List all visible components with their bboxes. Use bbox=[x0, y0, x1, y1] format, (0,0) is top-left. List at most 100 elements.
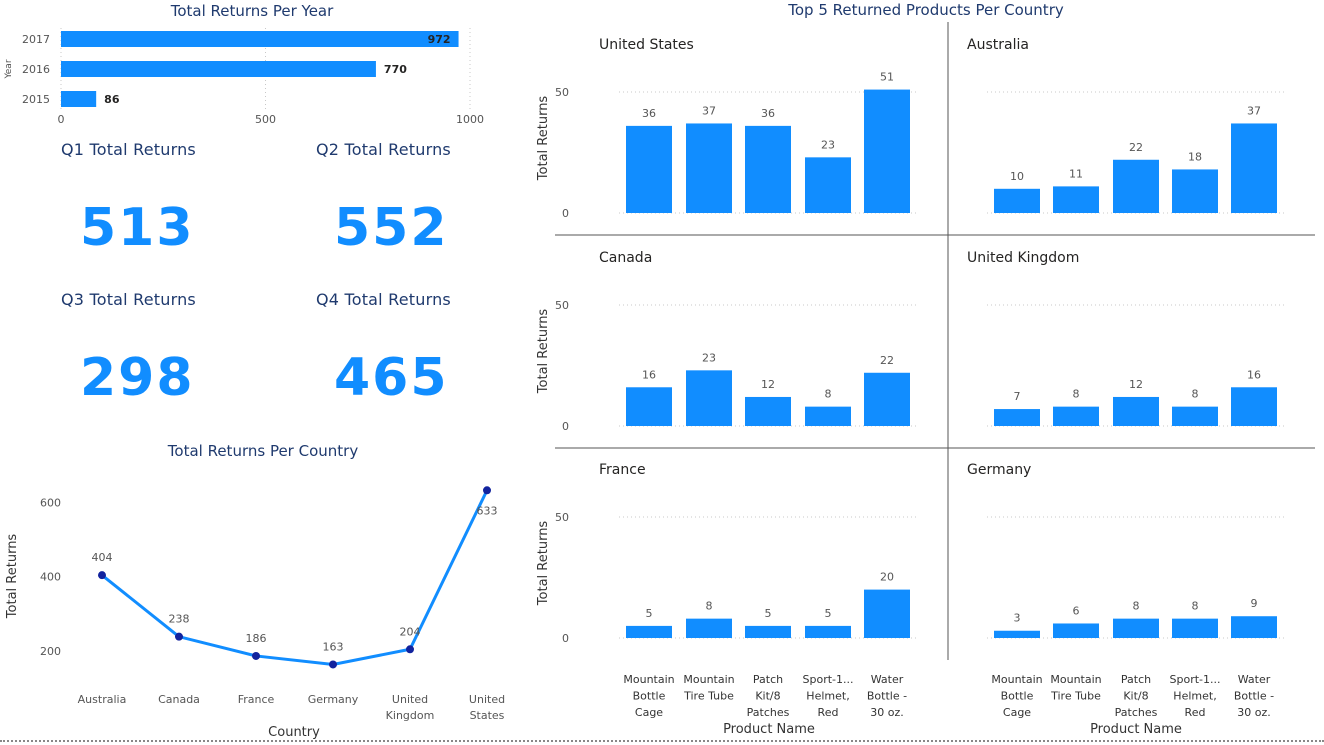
top-products-per-country-chart: Top 5 Returned Products Per Country Unite… bbox=[536, 1, 1315, 737]
kpi-q4-value: 465 bbox=[334, 348, 449, 408]
data-label: 8 bbox=[706, 600, 713, 613]
bar bbox=[1053, 186, 1099, 213]
data-point bbox=[175, 632, 183, 641]
bar bbox=[1231, 387, 1277, 426]
chart-title: Total Returns Per Country bbox=[167, 442, 359, 460]
data-label: 163 bbox=[323, 640, 344, 653]
bar bbox=[626, 625, 672, 638]
y-axis-label: Total Returns bbox=[536, 521, 551, 607]
data-label: 11 bbox=[1069, 167, 1083, 180]
data-label: 23 bbox=[702, 351, 716, 364]
data-label: 16 bbox=[1247, 368, 1261, 381]
x-tick-label: 30 oz. bbox=[1237, 706, 1271, 719]
data-label: 5 bbox=[646, 607, 653, 620]
y-tick-label: 0 bbox=[562, 420, 569, 433]
panel-title: United States bbox=[599, 37, 694, 53]
data-point bbox=[329, 660, 337, 669]
panel-title: Australia bbox=[967, 37, 1029, 53]
bar bbox=[994, 409, 1040, 426]
panel-title: Canada bbox=[599, 250, 652, 266]
bar bbox=[61, 31, 459, 47]
y-tick-label: 200 bbox=[40, 645, 61, 658]
y-axis-label: Total Returns bbox=[536, 96, 551, 182]
bar bbox=[686, 123, 732, 213]
x-tick-label: Mountain bbox=[683, 673, 734, 686]
data-label: 186 bbox=[246, 632, 267, 645]
y-axis-label: Total Returns bbox=[536, 309, 551, 395]
data-label: 37 bbox=[702, 104, 716, 117]
kpi-q2-label: Q2 Total Returns bbox=[316, 140, 451, 159]
y-tick-label: 0 bbox=[562, 207, 569, 220]
x-tick-label: Tire Tube bbox=[683, 690, 734, 703]
x-tick-label: Water bbox=[1238, 673, 1271, 686]
kpi-q1-label: Q1 Total Returns bbox=[61, 140, 196, 159]
data-label: 36 bbox=[642, 107, 656, 120]
bar bbox=[1113, 159, 1159, 213]
kpi-q3-value: 298 bbox=[80, 348, 195, 408]
data-label: 18 bbox=[1188, 150, 1202, 163]
x-tick-label: Red bbox=[818, 706, 839, 719]
data-label: 633 bbox=[477, 504, 498, 517]
x-tick-label: Patch bbox=[753, 673, 783, 686]
x-axis-label: Product Name bbox=[723, 722, 815, 737]
bar bbox=[745, 396, 791, 426]
bar bbox=[805, 157, 851, 213]
bar bbox=[1113, 618, 1159, 638]
x-tick-label: 30 oz. bbox=[870, 706, 904, 719]
bar bbox=[1053, 406, 1099, 426]
x-tick-label: Kit/8 bbox=[1123, 690, 1148, 703]
chart-title: Total Returns Per Year bbox=[170, 2, 334, 20]
panel-title: France bbox=[599, 462, 646, 478]
data-label: 8 bbox=[1192, 388, 1199, 401]
data-point bbox=[406, 645, 414, 654]
y-tick-label: 50 bbox=[555, 86, 569, 99]
kpi-q2-value: 552 bbox=[334, 198, 449, 258]
data-point bbox=[252, 651, 260, 660]
x-tick-label: Bottle - bbox=[1234, 690, 1274, 703]
data-label: 770 bbox=[384, 63, 407, 76]
x-tick-label: Helmet, bbox=[806, 690, 849, 703]
data-label: 10 bbox=[1010, 170, 1024, 183]
x-tick-label: Kingdom bbox=[386, 709, 435, 722]
bar bbox=[1172, 169, 1218, 213]
x-tick-label: Mountain bbox=[991, 673, 1042, 686]
data-label: 3 bbox=[1014, 612, 1021, 625]
x-tick-label: Bottle bbox=[633, 690, 666, 703]
data-label: 22 bbox=[880, 354, 894, 367]
y-tick-label: 0 bbox=[562, 632, 569, 645]
data-label: 972 bbox=[428, 33, 451, 46]
bottom-border bbox=[0, 740, 1324, 742]
chart-title: Top 5 Returned Products Per Country bbox=[787, 1, 1064, 19]
bar bbox=[1231, 123, 1277, 213]
data-label: 12 bbox=[761, 378, 775, 391]
bar bbox=[1053, 623, 1099, 638]
data-label: 86 bbox=[104, 93, 120, 106]
series-line bbox=[101, 489, 489, 666]
data-label: 8 bbox=[1133, 600, 1140, 613]
x-tick-label: Patches bbox=[747, 706, 790, 719]
data-label: 8 bbox=[1073, 388, 1080, 401]
x-tick-label: States bbox=[470, 709, 505, 722]
data-label: 16 bbox=[642, 368, 656, 381]
y-axis-label: Year bbox=[4, 59, 14, 79]
y-axis-label: Total Returns bbox=[5, 534, 20, 620]
bar bbox=[994, 188, 1040, 213]
bar bbox=[1172, 618, 1218, 638]
bar bbox=[1231, 616, 1277, 638]
bar bbox=[686, 370, 732, 426]
y-tick-label: 600 bbox=[40, 497, 61, 510]
bar bbox=[805, 406, 851, 426]
data-label: 20 bbox=[880, 571, 894, 584]
x-tick-label: Bottle - bbox=[867, 690, 907, 703]
bar bbox=[745, 125, 791, 213]
x-tick-label: 500 bbox=[255, 113, 276, 126]
bar bbox=[864, 372, 910, 426]
x-tick-label: Cage bbox=[635, 706, 663, 719]
data-label: 6 bbox=[1073, 604, 1080, 617]
data-point bbox=[98, 571, 106, 580]
panel-title: Germany bbox=[967, 462, 1031, 478]
x-tick-label: Water bbox=[871, 673, 904, 686]
bar bbox=[626, 125, 672, 213]
data-point bbox=[483, 486, 491, 495]
x-tick-label: Cage bbox=[1003, 706, 1031, 719]
